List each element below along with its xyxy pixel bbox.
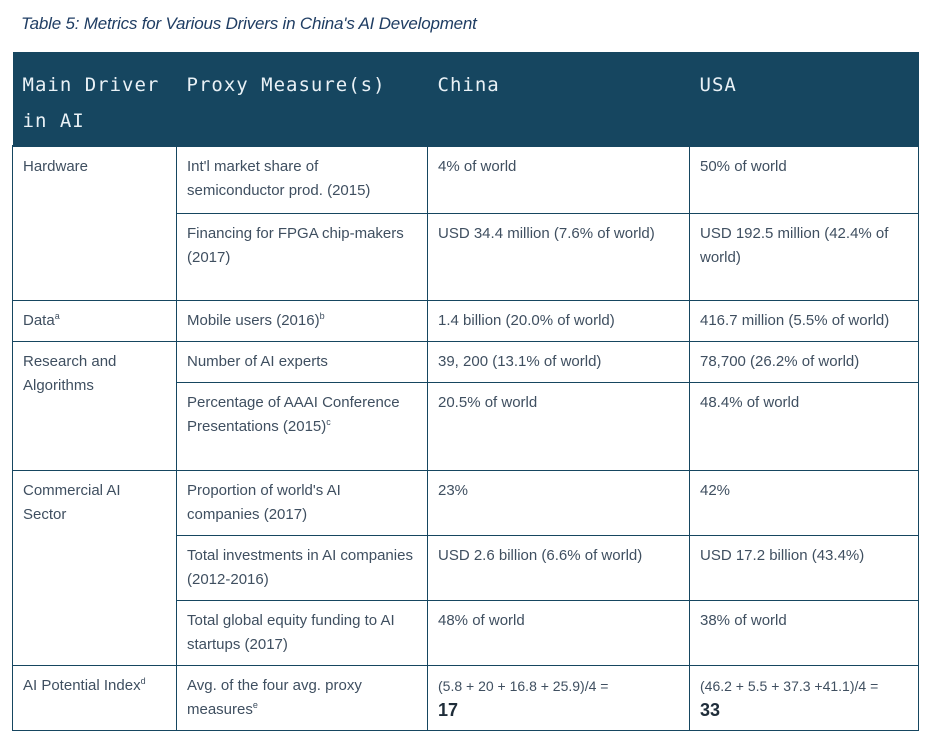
table-row: Hardware Int'l market share of semicondu…: [12, 145, 919, 301]
proxy-cell: Avg. of the four avg. proxy measurese: [176, 664, 428, 731]
proxy-cell: Percentage of AAAI Conference Presentati…: [176, 381, 428, 471]
china-cell: USD 34.4 million (7.6% of world): [427, 212, 690, 301]
header-usa: USA: [689, 53, 919, 146]
footnote-marker: e: [252, 699, 258, 710]
china-index-value: 17: [438, 699, 459, 720]
china-index-cell: (5.8 + 20 + 16.8 + 25.9)/4 = 17: [427, 664, 690, 731]
table-row: Research and Algorithms Number of AI exp…: [12, 340, 919, 471]
footnote-marker: c: [326, 416, 331, 427]
header-proxy-measures: Proxy Measure(s): [176, 53, 428, 146]
proxy-cell: Int'l market share of semiconductor prod…: [176, 145, 428, 214]
table-row: AI Potential Indexd Avg. of the four avg…: [12, 664, 919, 731]
driver-cell-hardware: Hardware: [12, 145, 177, 301]
table-row: Total investments in AI companies (2012-…: [13, 534, 919, 601]
usa-cell: 78,700 (26.2% of world): [689, 340, 919, 383]
usa-index-cell: (46.2 + 5.5 + 37.3 +41.1)/4 = 33: [689, 664, 919, 731]
china-cell: 4% of world: [427, 145, 690, 214]
china-cell: 1.4 billion (20.0% of world): [427, 299, 690, 342]
proxy-cell: Mobile users (2016)b: [176, 299, 428, 342]
footnote-marker: b: [319, 310, 325, 321]
china-cell: 20.5% of world: [427, 381, 690, 471]
table-row: Dataa Mobile users (2016)b 1.4 billion (…: [12, 299, 919, 342]
usa-index-value: 33: [700, 699, 721, 720]
proxy-cell: Number of AI experts: [176, 340, 428, 383]
usa-cell: 42%: [689, 469, 919, 536]
usa-cell: USD 192.5 million (42.4% of world): [689, 212, 919, 301]
usa-cell: 50% of world: [689, 145, 919, 214]
china-cell: 48% of world: [427, 599, 690, 666]
table-row: Financing for FPGA chip-makers (2017) US…: [13, 212, 919, 301]
table-row: Total global equity funding to AI startu…: [13, 599, 919, 666]
driver-cell-index: AI Potential Indexd: [12, 664, 177, 731]
table-row: Percentage of AAAI Conference Presentati…: [13, 381, 919, 471]
china-formula: (5.8 + 20 + 16.8 + 25.9)/4 =: [438, 677, 609, 694]
proxy-cell: Financing for FPGA chip-makers (2017): [176, 212, 428, 301]
usa-cell: 38% of world: [689, 599, 919, 666]
proxy-cell: Total investments in AI companies (2012-…: [176, 534, 428, 601]
header-main-driver: Main Driver in AI: [12, 53, 177, 146]
header-china: China: [427, 53, 690, 146]
china-cell: 23%: [427, 469, 690, 536]
driver-cell-commercial: Commercial AI Sector: [12, 469, 177, 666]
table-caption: Table 5: Metrics for Various Drivers in …: [21, 14, 477, 33]
china-cell: USD 2.6 billion (6.6% of world): [427, 534, 690, 601]
usa-formula: (46.2 + 5.5 + 37.3 +41.1)/4 =: [700, 677, 879, 694]
proxy-cell: Proportion of world's AI companies (2017…: [176, 469, 428, 536]
usa-cell: USD 17.2 billion (43.4%): [689, 534, 919, 601]
metrics-table: Main Driver in AI Proxy Measure(s) China …: [12, 52, 919, 731]
china-cell: 39, 200 (13.1% of world): [427, 340, 690, 383]
driver-cell-data: Dataa: [12, 299, 177, 342]
usa-cell: 416.7 million (5.5% of world): [689, 299, 919, 342]
proxy-cell: Total global equity funding to AI startu…: [176, 599, 428, 666]
usa-cell: 48.4% of world: [689, 381, 919, 471]
header-row: Main Driver in AI Proxy Measure(s) China …: [12, 53, 919, 146]
footnote-marker: d: [140, 675, 146, 686]
footnote-marker: a: [54, 310, 60, 321]
driver-cell-research: Research and Algorithms: [12, 340, 177, 471]
table-row: Commercial AI Sector Proportion of world…: [12, 469, 919, 666]
